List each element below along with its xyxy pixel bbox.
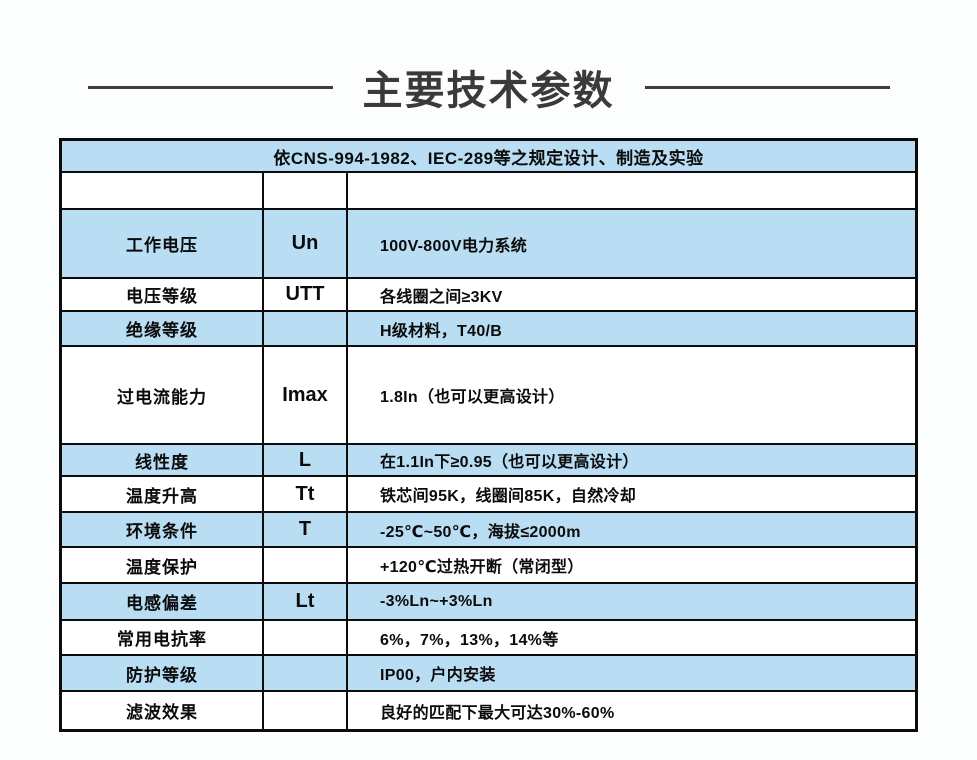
param-symbol-cell: L xyxy=(264,445,348,475)
param-symbol-cell: Un xyxy=(264,210,348,277)
table-row-empty xyxy=(62,173,915,210)
table-row-working-voltage: 工作电压 Un 100V-800V电力系统 xyxy=(62,210,915,279)
page-title-section: 主要技术参数 xyxy=(0,58,977,116)
table-header-text: 依CNS-994-1982、IEC-289等之规定设计、制造及实验 xyxy=(273,148,704,168)
param-value-cell: 良好的匹配下最大可达30%-60% xyxy=(380,704,615,722)
param-symbol-cell xyxy=(264,548,348,582)
param-name-cell xyxy=(62,173,264,208)
table-row-filtering-effect: 滤波效果 良好的匹配下最大可达30%-60% xyxy=(62,692,915,729)
param-value-cell: 各线圈之间≥3KV xyxy=(380,288,503,306)
param-name-cell: 滤波效果 xyxy=(62,692,264,729)
param-value-cell: IP00，户内安装 xyxy=(380,667,496,684)
param-value-cell: H级材料，T40/B xyxy=(380,322,503,340)
param-name-cell: 过电流能力 xyxy=(62,347,264,443)
param-symbol-cell xyxy=(264,173,348,208)
page-title: 主要技术参数 xyxy=(362,69,615,113)
spec-table: 依CNS-994-1982、IEC-289等之规定设计、制造及实验 工作电压 U… xyxy=(59,138,918,732)
param-value-cell: 6%，7%，13%，14%等 xyxy=(380,631,559,649)
param-name-cell: 绝缘等级 xyxy=(62,312,264,345)
table-row-inductance-deviation: 电感偏差 Lt -3%Ln~+3%Ln xyxy=(62,584,915,621)
param-symbol-cell xyxy=(264,621,348,654)
param-value-cell: -3%Ln~+3%Ln xyxy=(380,592,493,610)
param-symbol-cell: Tt xyxy=(264,477,348,511)
table-row-linearity: 线性度 L 在1.1In下≥0.95（也可以更高设计） xyxy=(62,445,915,477)
table-row-ambient-conditions: 环境条件 T -25℃~50℃，海拔≤2000m xyxy=(62,513,915,548)
param-name-cell: 工作电压 xyxy=(62,210,264,277)
param-name-cell: 线性度 xyxy=(62,445,264,475)
param-value-cell xyxy=(348,173,915,208)
table-header-row: 依CNS-994-1982、IEC-289等之规定设计、制造及实验 xyxy=(62,141,915,173)
param-value-cell: 在1.1In下≥0.95（也可以更高设计） xyxy=(380,454,639,471)
title-right-line xyxy=(644,85,890,89)
param-symbol-cell xyxy=(264,656,348,690)
param-name-cell: 电感偏差 xyxy=(62,584,264,619)
param-value-cell: -25℃~50℃，海拔≤2000m xyxy=(380,523,581,541)
param-name-cell: 常用电抗率 xyxy=(62,621,264,654)
param-name-cell: 温度升高 xyxy=(62,477,264,511)
param-name-cell: 温度保护 xyxy=(62,548,264,582)
table-row-common-reactance-rate: 常用电抗率 6%，7%，13%，14%等 xyxy=(62,621,915,656)
table-row-overcurrent-capacity: 过电流能力 Imax 1.8In（也可以更高设计） xyxy=(62,347,915,445)
param-symbol-cell: T xyxy=(264,513,348,546)
table-row-protection-class: 防护等级 IP00，户内安装 xyxy=(62,656,915,692)
param-symbol-cell xyxy=(264,692,348,729)
param-value-cell: 铁芯间95K，线圈间85K，自然冷却 xyxy=(380,488,637,505)
param-name-cell: 防护等级 xyxy=(62,656,264,690)
param-name-cell: 环境条件 xyxy=(62,513,264,546)
param-name-cell: 电压等级 xyxy=(62,279,264,310)
title-left-line xyxy=(87,85,333,89)
param-symbol-cell: UTT xyxy=(264,279,348,310)
table-row-insulation-class: 绝缘等级 H级材料，T40/B xyxy=(62,312,915,347)
param-value-cell: 100V-800V电力系统 xyxy=(380,237,528,255)
table-row-thermal-protection: 温度保护 +120℃过热开断（常闭型） xyxy=(62,548,915,584)
param-value-cell: +120℃过热开断（常闭型） xyxy=(380,559,584,576)
table-row-temperature-rise: 温度升高 Tt 铁芯间95K，线圈间85K，自然冷却 xyxy=(62,477,915,513)
param-symbol-cell: Lt xyxy=(264,584,348,619)
param-symbol-cell: Imax xyxy=(264,347,348,443)
table-row-voltage-grade: 电压等级 UTT 各线圈之间≥3KV xyxy=(62,279,915,312)
param-value-cell: 1.8In（也可以更高设计） xyxy=(380,389,565,406)
param-symbol-cell xyxy=(264,312,348,345)
